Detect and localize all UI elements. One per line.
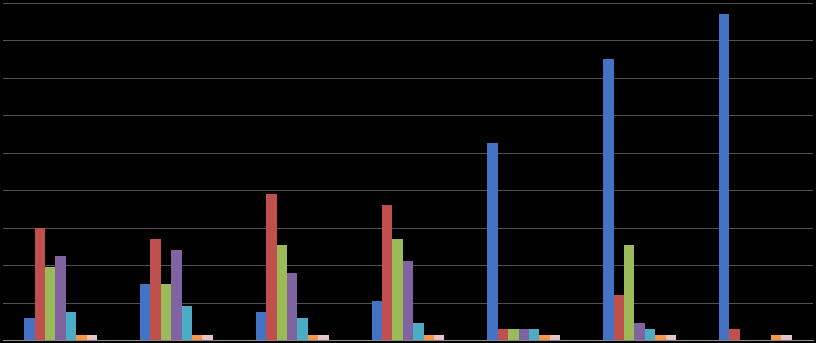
Bar [382,205,392,340]
Bar [424,335,434,340]
Bar [55,256,66,340]
Bar [66,312,77,340]
Bar [202,335,213,340]
Bar [161,284,171,340]
Bar [86,335,97,340]
Bar [771,335,782,340]
Bar [266,194,277,340]
Bar [487,143,498,340]
Bar [77,335,86,340]
Bar [255,312,266,340]
Bar [140,284,150,340]
Bar [298,318,308,340]
Bar [782,335,792,340]
Bar [413,323,424,340]
Bar [730,329,739,340]
Bar [45,267,55,340]
Bar [392,239,403,340]
Bar [287,273,298,340]
Bar [645,329,655,340]
Bar [24,318,34,340]
Bar [539,335,550,340]
Bar [603,59,614,340]
Bar [34,228,45,340]
Bar [508,329,518,340]
Bar [371,301,382,340]
Bar [308,335,318,340]
Bar [318,335,329,340]
Bar [614,295,624,340]
Bar [529,329,539,340]
Bar [655,335,666,340]
Bar [666,335,676,340]
Bar [550,335,561,340]
Bar [182,307,192,340]
Bar [150,239,161,340]
Bar [719,14,730,340]
Bar [518,329,529,340]
Bar [192,335,202,340]
Bar [624,245,634,340]
Bar [403,261,413,340]
Bar [171,250,182,340]
Bar [434,335,445,340]
Bar [498,329,508,340]
Bar [634,323,645,340]
Bar [277,245,287,340]
